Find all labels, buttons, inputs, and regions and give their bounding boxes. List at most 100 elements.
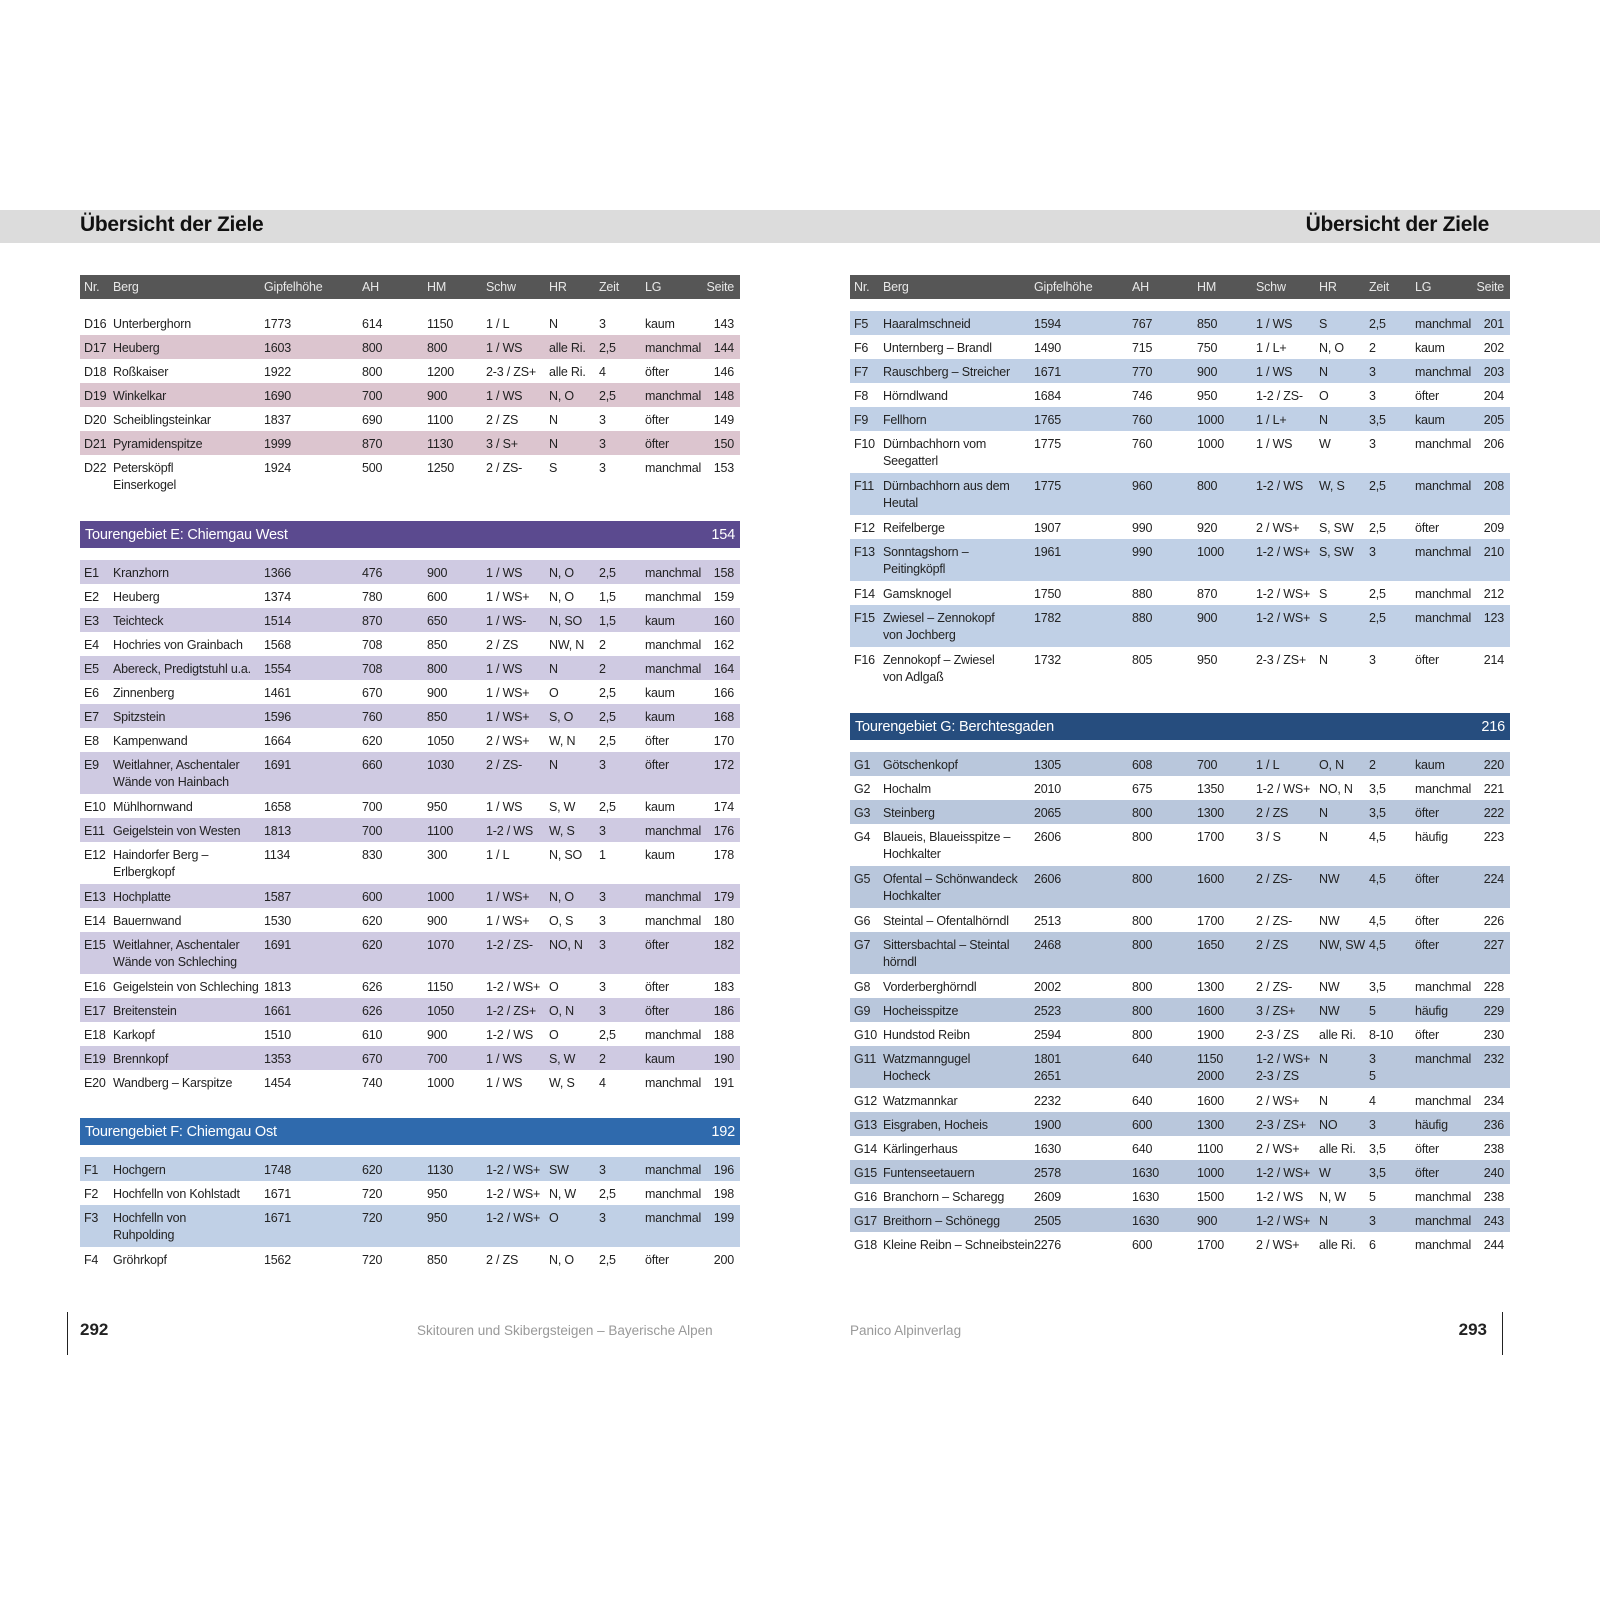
cell-schw: 1-2 / WS+ [486,980,541,994]
table-row: G7 Sittersbachtal – Steintal hörndl 2468 80… [850,932,1510,974]
cell-hr: N [549,413,558,427]
cell-ah: 1630 [1132,1166,1160,1180]
cell-schw: 1-2 / WS+ [1256,545,1311,559]
cell-gipfelhoehe: 1562 [264,1253,292,1267]
cell-lg: öfter [1415,1028,1440,1042]
cell-schw: 2 / ZS- [1256,914,1293,928]
cell-berg: Unterberghorn [113,317,192,331]
cell-seite: 234 [1483,1094,1504,1108]
cell-seite: 164 [713,662,734,676]
cell-lg: öfter [1415,1166,1440,1180]
cell-seite: 222 [1483,806,1504,820]
cell-lg: öfter [645,758,670,772]
cell-gipfelhoehe: 1353 [264,1052,292,1066]
cell-ah: 800 [1132,1004,1153,1018]
cell-zeit: 2,5 [1369,317,1386,331]
table-row: E6 Zinnenberg 1461 670 900 1 / WS+ O 2,5 kaum 166 [80,680,740,704]
cell-schw: 1-2 / ZS- [1256,389,1303,403]
cell-zeit: 1,5 [599,590,616,604]
cell-berg: Rauschberg – Streicher [883,365,1010,379]
cell-nr: E12 [84,848,106,862]
cell-schw: 1-2 / WS+ [1256,587,1311,601]
cell-zeit: 3 5 [1369,1052,1376,1083]
cell-hr: N [1319,1052,1328,1066]
cell-gipfelhoehe: 1813 [264,980,292,994]
cell-zeit: 4 [599,365,606,379]
cell-hm: 1150 2000 [1197,1052,1225,1083]
column-header-berg: Berg [113,280,139,294]
cell-gipfelhoehe: 2468 [1034,938,1062,952]
footer-rule-right [1502,1312,1503,1355]
cell-seite: 180 [713,914,734,928]
cell-schw: 1-2 / ZS- [486,938,533,952]
cell-gipfelhoehe: 1630 [1034,1142,1062,1156]
cell-hm: 800 [427,662,448,676]
table-row: F5 Haaralmschneid 1594 767 850 1 / WS S 2,5 manc… [850,311,1510,335]
cell-gipfelhoehe: 1801 2651 [1034,1052,1062,1083]
cell-berg: Götschenkopf [883,758,958,772]
table-row: G1 Götschenkopf 1305 608 700 1 / L O, N 2 kaum 22… [850,752,1510,776]
cell-hr: N, O [549,890,574,904]
cell-ah: 600 [1132,1118,1153,1132]
cell-berg: Spitzstein [113,710,166,724]
cell-lg: kaum [645,800,675,814]
cell-seite: 230 [1483,1028,1504,1042]
cell-lg: kaum [645,614,675,628]
section-title: Tourengebiet G: Berchtesgaden [855,718,1054,735]
table-row: G13 Eisgraben, Hocheis 1900 600 1300 2-3 / ZS… [850,1112,1510,1136]
cell-nr: F7 [854,365,869,379]
cell-zeit: 3 [599,437,606,451]
footer-rule-left [67,1312,68,1355]
cell-ah: 740 [362,1076,383,1090]
cell-lg: manchmal [1415,545,1472,559]
cell-zeit: 8-10 [1369,1028,1394,1042]
cell-hm: 1300 [1197,980,1225,994]
cell-hr: W [1319,437,1331,451]
cell-hm: 850 [1197,317,1218,331]
table-row: D21 Pyramidenspitze 1999 870 1130 3 / S+ N 3 öft… [80,431,740,455]
cell-nr: F9 [854,413,869,427]
cell-schw: 1-2 / WS+ [1256,1166,1311,1180]
cell-gipfelhoehe: 2505 [1034,1214,1062,1228]
cell-gipfelhoehe: 1732 [1034,653,1062,667]
cell-lg: kaum [1415,413,1445,427]
cell-seite: 210 [1483,545,1504,559]
table-row: E12 Haindorfer Berg – Erlbergkopf 1134 830 3… [80,842,740,884]
cell-zeit: 2,5 [599,341,616,355]
cell-ah: 800 [1132,938,1153,952]
cell-berg: Breithorn – Schönegg [883,1214,1000,1228]
table-row: D17 Heuberg 1603 800 800 1 / WS alle Ri. 2,5 man… [80,335,740,359]
table-row: F12 Reifelberge 1907 990 920 2 / WS+ S, SW 2,5 ö… [850,515,1510,539]
cell-schw: 1 / L [1256,758,1280,772]
cell-ah: 760 [1132,413,1153,427]
cell-gipfelhoehe: 1813 [264,824,292,838]
cell-schw: 1 / L+ [1256,341,1287,355]
cell-schw: 2 / ZS- [1256,980,1293,994]
cell-nr: E19 [84,1052,106,1066]
cell-berg: Pyramidenspitze [113,437,203,451]
table-row: F16 Zennokopf – Zwiesel von Adlgaß 1732 805… [850,647,1510,689]
cell-lg: öfter [1415,653,1440,667]
table-row: D18 Roßkaiser 1922 800 1200 2-3 / ZS+ alle Ri.… [80,359,740,383]
cell-berg: Gröhrkopf [113,1253,167,1267]
cell-ah: 960 [1132,479,1153,493]
cell-berg: Karkopf [113,1028,155,1042]
cell-hm: 1100 [427,824,454,838]
cell-seite: 238 [1483,1142,1504,1156]
cell-hm: 1350 [1197,782,1225,796]
cell-nr: D17 [84,341,107,355]
table-row: G8 Vorderberghörndl 2002 800 1300 2 / ZS- NW 3,… [850,974,1510,998]
cell-seite: 226 [1483,914,1504,928]
cell-zeit: 2,5 [599,1028,616,1042]
cell-gipfelhoehe: 1775 [1034,437,1062,451]
cell-hm: 700 [427,1052,448,1066]
table-row: E11 Geigelstein von Westen 1813 700 1100 1-2 … [80,818,740,842]
cell-schw: 2 / WS+ [1256,1238,1300,1252]
cell-nr: G3 [854,806,871,820]
cell-hm: 850 [427,710,448,724]
cell-seite: 205 [1483,413,1504,427]
table-row: E14 Bauernwand 1530 620 900 1 / WS+ O, S 3 manch… [80,908,740,932]
table-row: G18 Kleine Reibn – Schneibstein 2276 600 170… [850,1232,1510,1256]
cell-nr: E13 [84,890,106,904]
cell-seite: 203 [1483,365,1504,379]
